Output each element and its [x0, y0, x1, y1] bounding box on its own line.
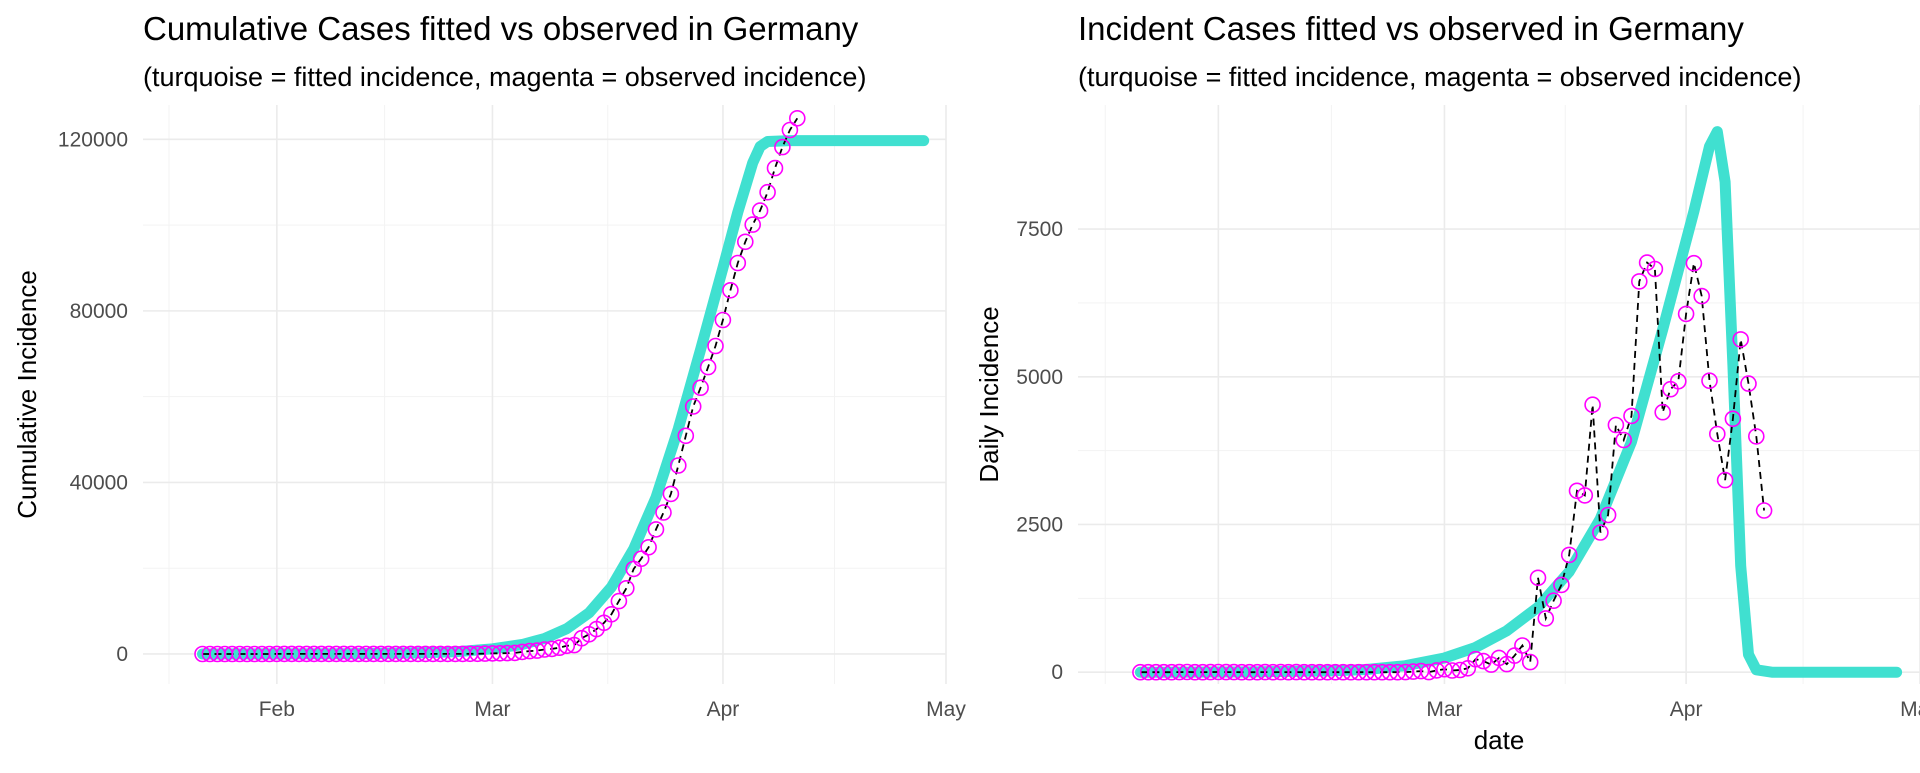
observed-data-point — [1576, 487, 1594, 504]
observed-data-point — [1654, 403, 1671, 421]
observed-series-line — [1140, 261, 1765, 674]
grid-lines — [1078, 105, 1920, 684]
grid-lines — [143, 105, 947, 684]
observed-data-point — [610, 592, 628, 610]
observed-data-point — [788, 110, 806, 127]
x-tick-label: Apr — [707, 698, 740, 721]
chart-title: Incident Cases fitted vs observed in Ger… — [1078, 10, 1744, 47]
observed-data-point — [1529, 569, 1547, 587]
observed-data-point — [1677, 305, 1695, 323]
observed-data-point — [1451, 661, 1469, 679]
observed-data-point — [692, 379, 709, 397]
y-tick-label: 0 — [1051, 661, 1063, 684]
x-tick-label: Feb — [259, 698, 295, 721]
observed-data-point — [684, 398, 702, 415]
observed-data-point — [1670, 372, 1687, 390]
observed-data-point — [1631, 273, 1648, 290]
observed-data-point — [1709, 425, 1726, 443]
observed-data-point — [1701, 372, 1718, 390]
observed-data-point — [617, 579, 635, 597]
x-tick-label: Feb — [1200, 698, 1236, 721]
observed-data-point — [1560, 546, 1578, 564]
y-tick-label: 0 — [116, 643, 128, 666]
x-axis-title: date — [1474, 725, 1525, 755]
fitted-series-line — [197, 135, 930, 660]
x-tick-label: Mar — [1426, 698, 1462, 721]
observed-data-point — [751, 202, 769, 219]
chart-subtitle: (turquoise = fitted incidence, magenta =… — [143, 62, 866, 92]
observed-points — [194, 110, 806, 663]
observed-data-point — [759, 183, 776, 201]
fitted-series-line — [1134, 126, 1903, 678]
observed-data-point — [736, 233, 754, 251]
observed-data-point — [766, 159, 784, 177]
observed-series-line — [202, 117, 799, 655]
observed-data-point — [707, 337, 724, 355]
observed-data-point — [1607, 416, 1625, 434]
observed-data-point — [1623, 407, 1640, 425]
observed-data-point — [1693, 287, 1710, 305]
observed-data-point — [1716, 471, 1734, 489]
observed-data-point — [640, 538, 657, 556]
y-tick-label: 40000 — [70, 471, 128, 494]
observed-data-point — [647, 521, 665, 538]
observed-data-point — [1537, 610, 1555, 627]
y-axis-title: Daily Incidence — [974, 306, 1004, 482]
observed-data-point — [1592, 524, 1609, 541]
observed-data-point — [1615, 431, 1632, 449]
observed-data-point — [1420, 663, 1438, 681]
observed-data-point — [1521, 653, 1539, 671]
observed-data-point — [1475, 652, 1492, 670]
observed-data-point — [1740, 375, 1757, 392]
observed-data-point — [632, 550, 650, 568]
y-tick-label: 80000 — [70, 300, 128, 323]
y-tick-label: 120000 — [58, 128, 128, 151]
observed-data-point — [1467, 650, 1484, 668]
observed-data-point — [1443, 662, 1461, 679]
observed-data-point — [677, 427, 695, 445]
x-tick-label: May — [1900, 698, 1920, 721]
observed-data-point — [1599, 506, 1617, 524]
observed-data-point — [722, 281, 739, 299]
observed-data-point — [669, 457, 687, 474]
y-tick-label: 5000 — [1016, 366, 1063, 389]
observed-data-point — [558, 637, 576, 655]
incident-chart-panel: Incident Cases fitted vs observed in Ger… — [974, 10, 1920, 755]
y-tick-label: 2500 — [1016, 513, 1063, 536]
y-tick-label: 7500 — [1016, 218, 1063, 241]
observed-data-point — [1568, 482, 1586, 500]
observed-data-point — [1748, 428, 1765, 445]
observed-data-point — [603, 605, 620, 623]
chart-title: Cumulative Cases fitted vs observed in G… — [143, 10, 859, 47]
observed-data-point — [1514, 637, 1531, 654]
observed-data-point — [662, 485, 680, 503]
observed-data-point — [774, 138, 791, 156]
x-tick-label: May — [926, 698, 966, 721]
x-tick-label: Apr — [1670, 698, 1703, 721]
observed-data-point — [1545, 592, 1562, 610]
observed-data-point — [1724, 410, 1742, 428]
x-tick-label: Mar — [474, 698, 510, 721]
observed-data-point — [1755, 502, 1773, 519]
observed-data-point — [1553, 576, 1570, 594]
observed-data-point — [729, 254, 747, 272]
observed-data-point — [781, 121, 799, 139]
observed-data-point — [655, 504, 672, 521]
observed-data-point — [1732, 331, 1749, 348]
observed-data-point — [699, 358, 717, 376]
observed-data-point — [1646, 260, 1664, 278]
observed-data-point — [1685, 254, 1703, 272]
observed-data-point — [714, 311, 732, 329]
observed-points — [1132, 254, 1773, 681]
cumulative-chart-panel: Cumulative Cases fitted vs observed in G… — [12, 10, 966, 721]
chart-subtitle: (turquoise = fitted incidence, magenta =… — [1078, 62, 1801, 92]
y-axis-title: Cumulative Incidence — [12, 270, 42, 519]
observed-data-point — [1584, 396, 1601, 414]
observed-data-point — [744, 216, 762, 233]
